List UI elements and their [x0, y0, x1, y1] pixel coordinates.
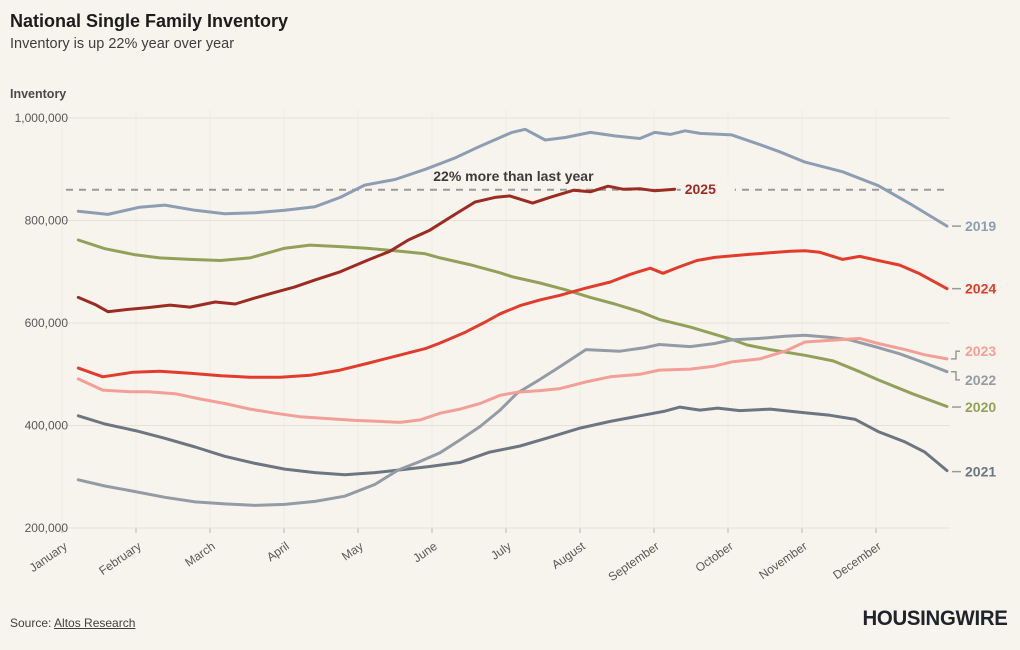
- year-label-2020: 2020: [965, 399, 996, 415]
- source-link[interactable]: Altos Research: [54, 616, 136, 630]
- source-label: Source:: [10, 616, 55, 630]
- month-label-march: March: [182, 539, 217, 570]
- month-label-december: December: [830, 539, 883, 582]
- year-label-2024: 2024: [965, 281, 996, 297]
- series-line-2025: [76, 184, 677, 314]
- label-bg-2025: [680, 179, 735, 200]
- series-line-2023: [76, 336, 949, 424]
- annotation-22pct-more: 22% more than last year: [433, 168, 594, 184]
- year-label-2021: 2021: [965, 464, 996, 480]
- month-label-january: January: [27, 539, 70, 575]
- month-label-june: June: [410, 539, 440, 566]
- y-tick-label-1000000: 1,000,000: [15, 111, 69, 125]
- month-label-february: February: [96, 539, 143, 578]
- series-line-2022: [76, 333, 949, 507]
- year-label-2023: 2023: [965, 343, 996, 359]
- series-line-2019: [76, 127, 949, 228]
- series-line-2021: [76, 405, 949, 477]
- y-tick-label-200000: 200,000: [25, 521, 69, 535]
- chart-title: National Single Family Inventory: [10, 11, 289, 31]
- month-label-april: April: [264, 539, 292, 564]
- month-label-november: November: [756, 539, 809, 582]
- month-label-september: September: [606, 539, 662, 584]
- label-connector-2022: [951, 370, 960, 381]
- month-label-october: October: [693, 539, 736, 575]
- label-connector-2023: [951, 350, 960, 360]
- housingwire-logo: HOUSINGWIRE: [862, 607, 1008, 630]
- year-label-2022: 2022: [965, 372, 996, 388]
- chart-subtitle: Inventory is up 22% year over year: [10, 36, 235, 52]
- month-label-july: July: [488, 539, 514, 563]
- y-tick-label-600000: 600,000: [25, 316, 69, 330]
- source-line: Source: Altos Research: [10, 616, 135, 630]
- y-tick-label-400000: 400,000: [25, 419, 69, 433]
- month-label-may: May: [339, 539, 366, 563]
- month-label-august: August: [549, 539, 588, 572]
- year-label-2019: 2019: [965, 218, 996, 234]
- series-line-2024: [76, 249, 949, 379]
- y-axis-title: Inventory: [10, 87, 67, 101]
- series-line-2020: [76, 238, 949, 408]
- year-label-2025: 2025: [685, 181, 716, 197]
- y-tick-label-800000: 800,000: [25, 214, 69, 228]
